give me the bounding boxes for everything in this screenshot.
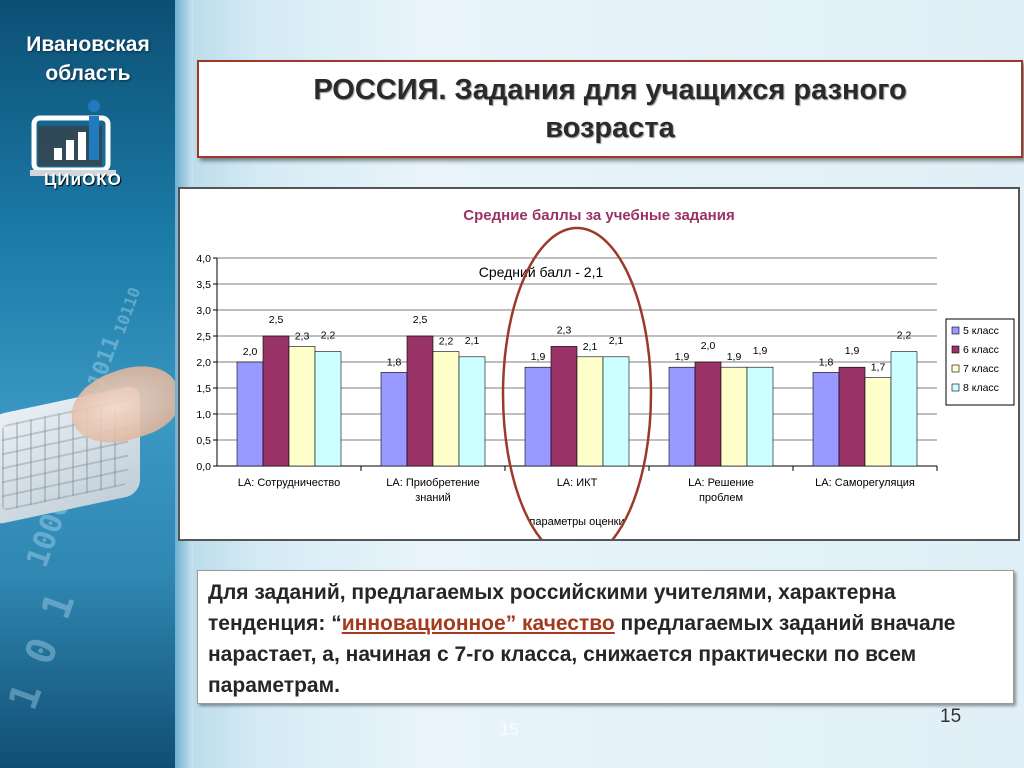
binary-digits-decoration: 10110: [110, 284, 145, 337]
data-label: 1,9: [531, 351, 546, 363]
bar: [380, 372, 408, 467]
average-annotation: Средний балл - 2,1: [479, 264, 604, 280]
slide-title-line-1: РОССИЯ. Задания для учащихся разного: [313, 74, 907, 106]
bar-chart-info-icon: [30, 100, 116, 176]
highlight-circle: [501, 226, 653, 539]
data-label: 1,7: [871, 362, 886, 374]
y-tick-label: 1,0: [196, 409, 211, 421]
y-tick-label: 4,0: [196, 253, 211, 265]
bar: [550, 346, 578, 467]
x-tick-label: LA: Приобретение: [386, 477, 479, 489]
bar-chart: Средние баллы за учебные задания 0,0 0,5 1,…: [196, 207, 1015, 539]
x-tick-label: LA: Решение: [688, 477, 754, 489]
legend-label: 7 класс: [963, 363, 999, 375]
data-label: 2,3: [295, 330, 310, 342]
bar: [314, 351, 342, 467]
decorative-sidebar: 10001010 0101011 10110 1 0 1 Ивановская …: [0, 0, 175, 768]
conclusion-part-2: предлагаемых заданий вначале нарастает, …: [208, 612, 956, 697]
legend-swatch: [951, 383, 960, 392]
region-line-2: область: [45, 62, 131, 85]
y-tick-label: 2,5: [196, 331, 211, 343]
data-label: 1,9: [727, 351, 742, 363]
region-name: Ивановская область: [8, 30, 168, 88]
data-label: 1,9: [675, 351, 690, 363]
bar: [838, 366, 866, 467]
legend-swatch: [951, 364, 960, 373]
binary-digits-decoration: 1 0 1: [0, 586, 85, 716]
legend-label: 6 класс: [963, 344, 999, 356]
bar: [668, 366, 696, 467]
data-label: 2,5: [413, 314, 428, 326]
bar: [694, 361, 722, 467]
bar: [890, 351, 918, 467]
bar: [720, 366, 748, 467]
logo-text: ЦИиОКО: [44, 170, 122, 189]
x-axis-label: параметры оценки: [529, 516, 624, 528]
bar: [746, 366, 774, 467]
chart-container: Средние баллы за учебные задания 0,0 0,5 1,…: [178, 187, 1020, 541]
y-tick-label: 0,0: [196, 461, 211, 473]
bar: [236, 361, 264, 467]
legend-swatch: [951, 326, 960, 335]
page-number: 15: [940, 706, 962, 727]
bar: [458, 356, 486, 467]
x-tick-label: LA: Саморегуляция: [815, 477, 915, 489]
conclusion-text: Для заданий, предлагаемых российскими уч…: [208, 577, 1003, 701]
y-tick-label: 3,5: [196, 279, 211, 291]
x-tick-label: LA: Сотрудничество: [238, 477, 340, 489]
data-label: 1,8: [387, 356, 402, 368]
bar: [524, 366, 552, 467]
data-label: 2,3: [557, 324, 572, 336]
y-tick-label: 1,5: [196, 383, 211, 395]
slide-title-line-2: возраста: [545, 112, 675, 144]
data-label: 2,0: [701, 340, 716, 352]
data-label: 1,8: [819, 356, 834, 368]
legend-swatch: [951, 345, 960, 354]
data-label: 2,2: [439, 336, 454, 348]
region-line-1: Ивановская: [26, 33, 150, 56]
y-tick-label: 0,5: [196, 435, 211, 447]
x-tick-label: знаний: [415, 492, 451, 504]
data-label: 2,0: [243, 346, 258, 358]
data-label: 2,1: [583, 341, 598, 353]
bar: [576, 356, 604, 467]
bar: [602, 356, 630, 467]
bar: [262, 335, 290, 467]
bar: [432, 351, 460, 467]
y-tick-label: 2,0: [196, 357, 211, 369]
x-tick-label: LA: ИКТ: [557, 477, 598, 489]
bar: [864, 377, 892, 467]
chart-title: Средние баллы за учебные задания: [463, 207, 734, 224]
data-label: 2,2: [897, 330, 912, 342]
data-label: 1,9: [753, 345, 768, 357]
y-tick-label: 3,0: [196, 305, 211, 317]
slide-title-box: РОССИЯ. Задания для учащихся разного воз…: [197, 60, 1023, 158]
conclusion-part-1: Для заданий, предлагаемых российскими уч…: [208, 581, 896, 635]
legend-label: 5 класс: [963, 325, 999, 337]
data-label: 2,5: [269, 314, 284, 326]
slide-title: РОССИЯ. Задания для учащихся разного воз…: [313, 71, 906, 147]
data-label: 2,2: [321, 330, 336, 342]
bar: [288, 346, 316, 467]
legend-label: 8 класс: [963, 382, 999, 394]
data-label: 1,9: [845, 345, 860, 357]
x-tick-label: проблем: [699, 492, 743, 504]
bar: [406, 335, 434, 467]
data-label: 2,1: [609, 335, 624, 347]
bar: [812, 372, 840, 467]
conclusion-box: Для заданий, предлагаемых российскими уч…: [197, 570, 1014, 704]
data-label: 2,1: [465, 335, 480, 347]
page-number-ghost: 15: [500, 720, 519, 739]
conclusion-highlight: инновационное” качество: [341, 612, 615, 635]
